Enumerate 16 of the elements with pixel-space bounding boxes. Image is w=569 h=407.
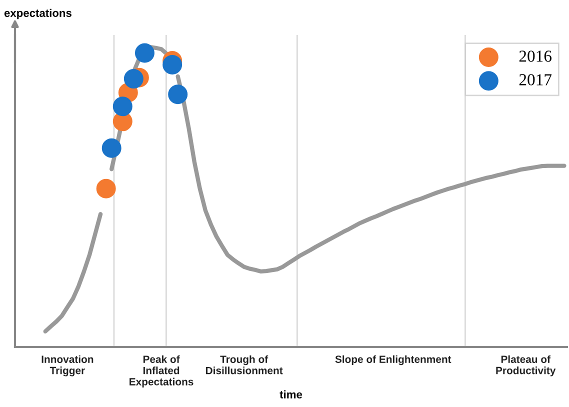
legend-label: 2016 [519, 50, 552, 62]
legend-label: 2017 [519, 74, 552, 86]
x-tick-label: Trough of Disillusionment [206, 355, 283, 374]
point [102, 138, 122, 158]
x-tick-label: Peak of Inflated Expectations [130, 355, 194, 388]
point [124, 69, 144, 89]
x-axis-title: time [280, 390, 302, 398]
point [168, 84, 188, 104]
x-tick-label: Plateau of Productivity [496, 355, 556, 376]
y-axis-title: expectations [4, 8, 72, 20]
point [162, 54, 182, 74]
point [96, 178, 116, 198]
x-tick-label: Innovation Trigger [42, 355, 94, 376]
x-tick-label: Slope of Enlightenment [335, 355, 452, 366]
point [112, 96, 132, 116]
point [134, 43, 154, 63]
